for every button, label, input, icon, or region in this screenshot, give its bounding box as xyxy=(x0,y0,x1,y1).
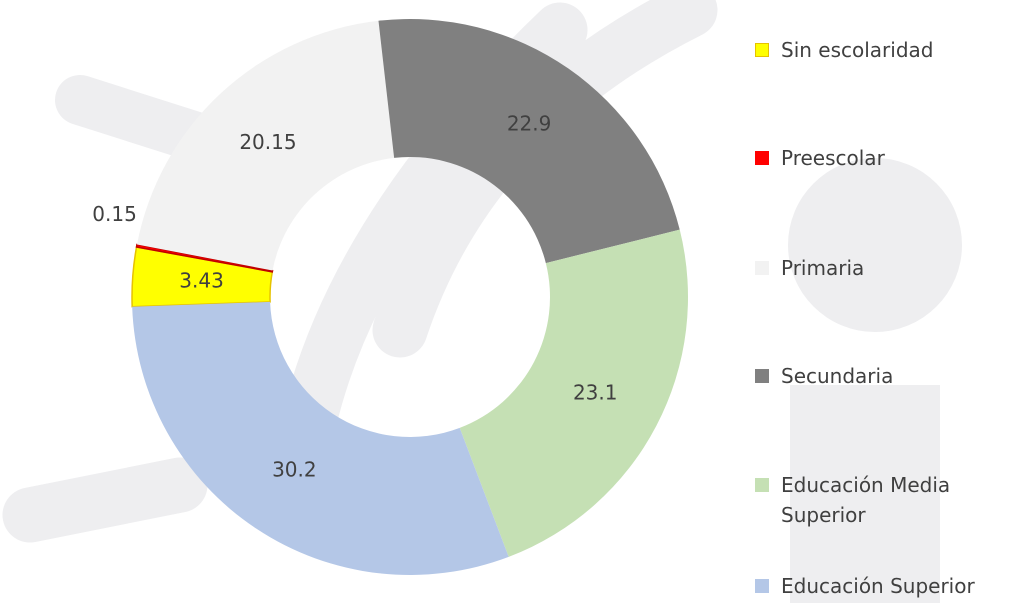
value-label: 20.15 xyxy=(239,130,296,154)
legend-item: Educación Media Superior xyxy=(755,470,1015,530)
value-label: 30.2 xyxy=(272,458,317,482)
legend-swatch xyxy=(755,478,769,492)
legend-swatch xyxy=(755,369,769,383)
value-label: 3.43 xyxy=(179,268,224,292)
legend-label: Primaria xyxy=(781,256,864,280)
value-label: 22.9 xyxy=(507,112,552,136)
page: 3.43 0.15 20.15 22.9 23.1 30.2 Sin escolarida… xyxy=(0,0,1020,603)
legend-label: Educación Media Superior xyxy=(781,473,950,527)
legend-item: Educación Superior xyxy=(755,571,1015,601)
legend-swatch xyxy=(755,261,769,275)
legend-item: Primaria xyxy=(755,253,1015,283)
value-label: 0.15 xyxy=(92,202,137,226)
legend-item: Preescolar xyxy=(755,143,1015,173)
legend-item: Sin escolaridad xyxy=(755,35,1015,65)
legend-swatch xyxy=(755,151,769,165)
legend-label: Secundaria xyxy=(781,364,893,388)
legend-label: Preescolar xyxy=(781,146,885,170)
legend-swatch xyxy=(755,579,769,593)
legend-label: Educación Superior xyxy=(781,574,975,598)
legend-item: Secundaria xyxy=(755,361,1015,391)
legend-label: Sin escolaridad xyxy=(781,38,933,62)
value-label: 23.1 xyxy=(573,380,618,404)
legend-swatch xyxy=(755,43,769,57)
